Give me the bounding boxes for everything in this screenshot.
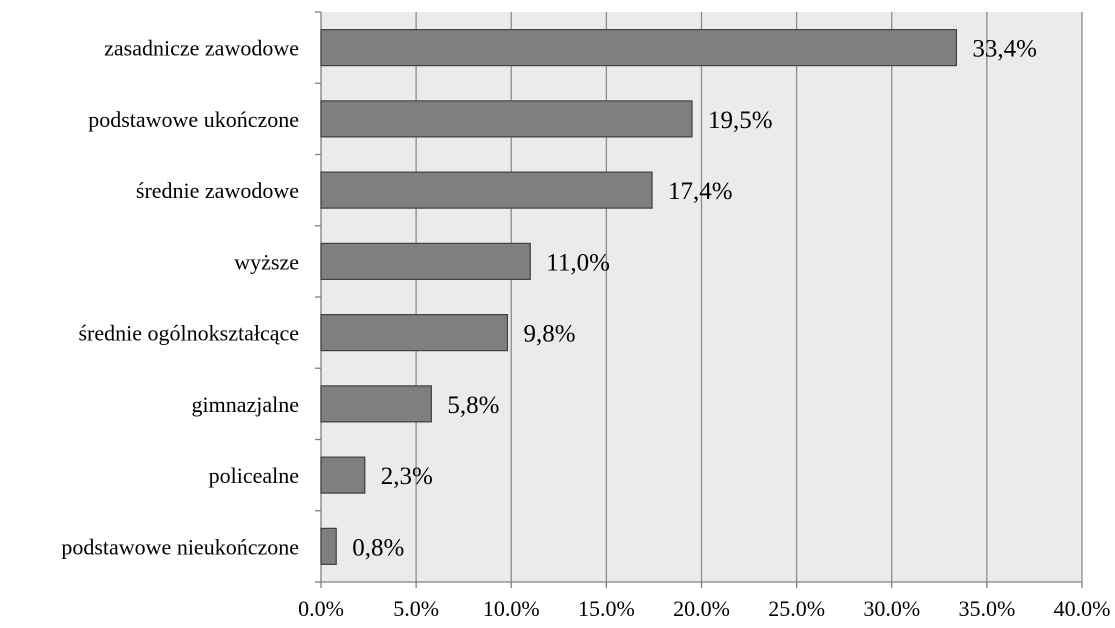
x-tick-label: 0.0% bbox=[298, 596, 344, 621]
category-label: podstawowe ukończone bbox=[88, 107, 299, 132]
data-label: 17,4% bbox=[668, 178, 733, 205]
data-label: 5,8% bbox=[447, 392, 499, 419]
data-label: 19,5% bbox=[708, 107, 773, 134]
data-label: 11,0% bbox=[546, 249, 610, 276]
bar bbox=[320, 314, 509, 352]
data-label: 9,8% bbox=[523, 321, 575, 348]
x-tick-label: 10.0% bbox=[483, 596, 540, 621]
bar bbox=[320, 456, 366, 494]
x-tick-label: 35.0% bbox=[958, 596, 1015, 621]
data-label: 33,4% bbox=[972, 36, 1037, 63]
x-tick-label: 40.0% bbox=[1054, 596, 1111, 621]
data-label: 2,3% bbox=[381, 463, 433, 490]
x-tick-label: 25.0% bbox=[768, 596, 825, 621]
bar bbox=[320, 242, 531, 280]
category-label: średnie zawodowe bbox=[136, 178, 299, 203]
category-label: podstawowe nieukończone bbox=[61, 534, 299, 559]
category-label: zasadnicze zawodowe bbox=[104, 36, 299, 61]
bar bbox=[320, 171, 653, 209]
x-tick-label: 5.0% bbox=[393, 596, 439, 621]
category-label: policealne bbox=[209, 463, 299, 488]
x-tick-label: 15.0% bbox=[578, 596, 635, 621]
data-label: 0,8% bbox=[352, 534, 404, 561]
bars bbox=[320, 29, 958, 565]
x-tick-label: 30.0% bbox=[863, 596, 920, 621]
bar bbox=[320, 385, 432, 423]
x-tick-label: 20.0% bbox=[673, 596, 730, 621]
bar bbox=[320, 29, 958, 67]
category-label: wyższe bbox=[234, 249, 299, 274]
category-label: gimnazjalne bbox=[191, 392, 299, 417]
labels: 0.0% 5.0% 10.0% 15.0% 20.0% 25.0% 30.0% 35.0% 40… bbox=[61, 36, 1110, 621]
bar bbox=[320, 527, 337, 565]
bar bbox=[320, 100, 693, 138]
category-label: średnie ogólnokształcące bbox=[78, 321, 299, 346]
